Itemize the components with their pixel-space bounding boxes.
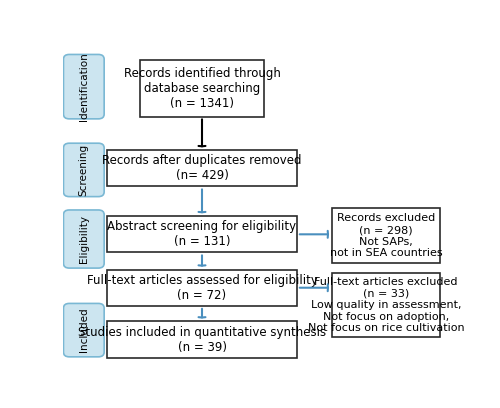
Text: Identification: Identification bbox=[79, 52, 89, 121]
Text: Screening: Screening bbox=[79, 144, 89, 196]
Text: Records after duplicates removed
(n= 429): Records after duplicates removed (n= 429… bbox=[102, 154, 302, 182]
FancyBboxPatch shape bbox=[64, 54, 104, 119]
FancyBboxPatch shape bbox=[107, 322, 297, 358]
FancyBboxPatch shape bbox=[64, 304, 104, 357]
Text: Records excluded
(n = 298)
Not SAPs,
not in SEA countries: Records excluded (n = 298) Not SAPs, not… bbox=[330, 213, 442, 258]
FancyBboxPatch shape bbox=[140, 60, 264, 117]
Text: Studies included in quantitative synthesis
(n = 39): Studies included in quantitative synthes… bbox=[78, 326, 326, 354]
FancyBboxPatch shape bbox=[107, 270, 297, 306]
FancyBboxPatch shape bbox=[107, 150, 297, 186]
Text: Eligibility: Eligibility bbox=[79, 215, 89, 263]
Text: Included: Included bbox=[79, 308, 89, 353]
FancyBboxPatch shape bbox=[332, 273, 440, 337]
Text: Abstract screening for eligibility
(n = 131): Abstract screening for eligibility (n = … bbox=[108, 220, 296, 248]
FancyBboxPatch shape bbox=[64, 143, 104, 197]
Text: Full-text articles excluded
(n = 33)
Low quality in assessment,
Not focus on ado: Full-text articles excluded (n = 33) Low… bbox=[308, 277, 464, 333]
Text: Records identified through
database searching
(n = 1341): Records identified through database sear… bbox=[124, 67, 280, 110]
FancyBboxPatch shape bbox=[64, 210, 104, 268]
Text: Full-text articles assessed for eligibility
(n = 72): Full-text articles assessed for eligibil… bbox=[86, 274, 318, 302]
FancyBboxPatch shape bbox=[332, 208, 440, 264]
FancyBboxPatch shape bbox=[107, 216, 297, 253]
